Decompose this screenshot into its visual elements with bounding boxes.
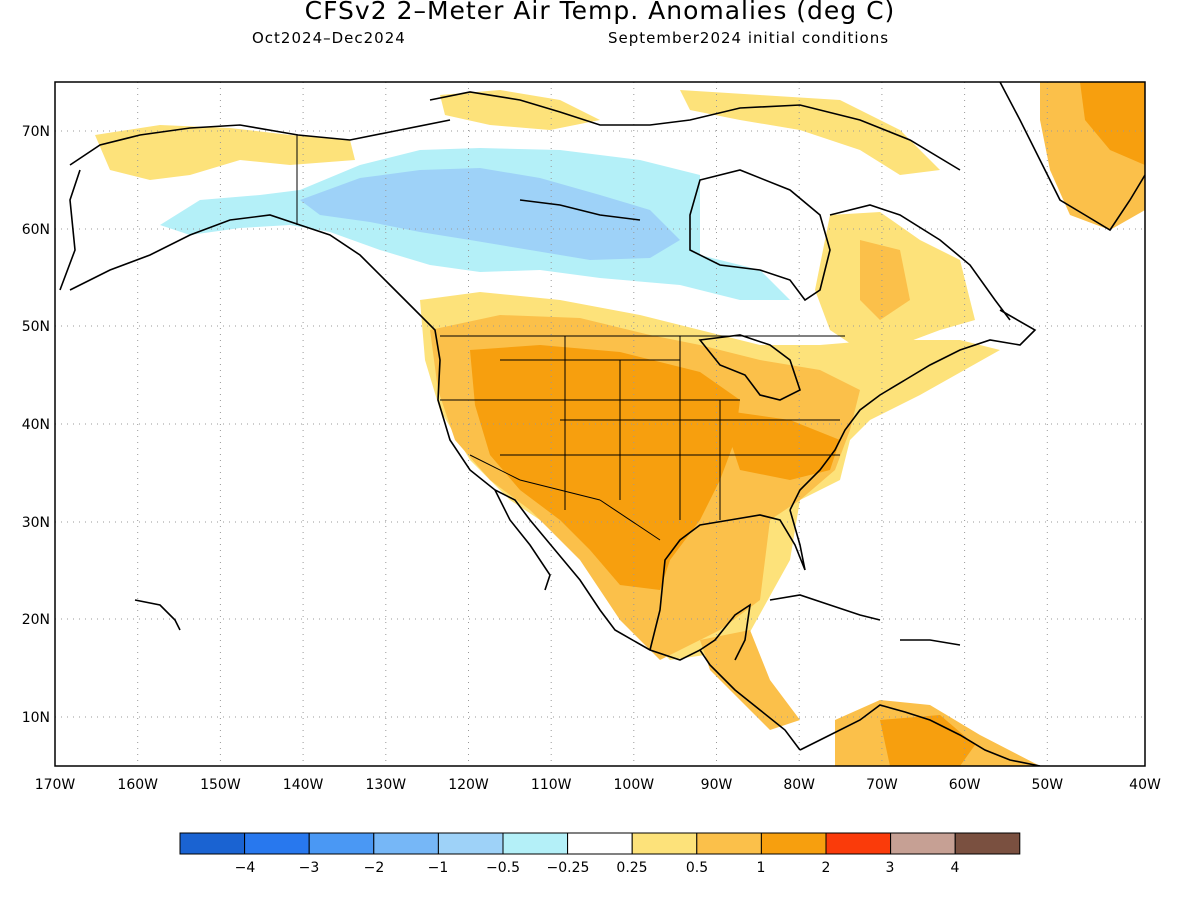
initial-conditions: September2024 initial conditions: [608, 29, 890, 47]
lat-label: 30N: [22, 515, 50, 531]
lon-label: 160W: [117, 777, 158, 793]
lat-label: 10N: [22, 710, 50, 726]
lon-label: 110W: [531, 777, 572, 793]
colorbar-swatch: [179, 832, 246, 855]
lon-label: 170W: [35, 777, 76, 793]
lat-label: 70N: [22, 124, 50, 140]
colorbar-swatch: [890, 832, 956, 855]
colorbar-swatch: [308, 832, 375, 855]
anomaly-canada-blue: [300, 168, 680, 260]
colorbar-label: −0.25: [547, 860, 590, 876]
lon-label: 150W: [200, 777, 241, 793]
colorbar-label: 0.5: [686, 860, 708, 876]
colorbar-label: −3: [299, 860, 320, 876]
lat-label: 50N: [22, 319, 50, 335]
anomaly-southeast-core: [720, 410, 840, 480]
colorbar-swatch: [696, 832, 762, 855]
anomaly-alaska: [95, 125, 355, 180]
map-title: CFSv2 2–Meter Air Temp. Anomalies (deg C…: [304, 0, 896, 25]
colorbar-swatch: [954, 832, 1021, 855]
colorbar: −4 −3 −2 −1 −0.5 −0.25 0.25 0.5 1 2 3 4: [179, 832, 1021, 876]
anomaly-quebec-core: [860, 240, 910, 320]
anomaly-baffin: [680, 90, 940, 175]
colorbar-label: 0.25: [616, 860, 647, 876]
colorbar-label: 4: [951, 860, 960, 876]
lon-label: 70W: [866, 777, 898, 793]
colorbar-label: 3: [886, 860, 895, 876]
lon-label: 100W: [614, 777, 655, 793]
colorbar-swatches: [179, 832, 1021, 855]
anomaly-south-america-core: [880, 715, 975, 766]
colorbar-swatch: [244, 832, 310, 855]
lat-label: 40N: [22, 417, 50, 433]
borders: [296, 135, 845, 541]
colorbar-swatch: [373, 832, 439, 855]
colorbar-labels: −4 −3 −2 −1 −0.5 −0.25 0.25 0.5 1 2 3 4: [235, 860, 960, 876]
colorbar-swatch: [760, 832, 827, 855]
colorbar-swatch: [631, 832, 698, 855]
coastlines: [59, 82, 1145, 766]
forecast-period: Oct2024–Dec2024: [252, 29, 406, 47]
colorbar-label: −2: [364, 860, 385, 876]
graticule: [55, 82, 1145, 766]
lon-label: 140W: [283, 777, 324, 793]
longitude-axis: 170W 160W 150W 140W 130W 120W 110W 100W …: [35, 777, 1161, 793]
colorbar-label: −0.5: [486, 860, 520, 876]
colorbar-swatch: [437, 832, 504, 855]
lon-label: 60W: [949, 777, 981, 793]
lon-label: 120W: [448, 777, 489, 793]
lon-label: 50W: [1031, 777, 1063, 793]
lon-label: 90W: [701, 777, 733, 793]
anomaly-fields: [95, 82, 1145, 766]
lon-label: 80W: [783, 777, 815, 793]
anomaly-central-america: [700, 630, 800, 730]
colorbar-label: 2: [822, 860, 831, 876]
colorbar-swatch: [502, 832, 569, 855]
colorbar-label: 1: [757, 860, 766, 876]
lat-label: 60N: [22, 222, 50, 238]
colorbar-label: −1: [428, 860, 449, 876]
colorbar-swatch: [567, 832, 633, 855]
lon-label: 40W: [1129, 777, 1161, 793]
anomaly-greenland-core: [1080, 82, 1145, 165]
anomaly-arctic-islands: [440, 90, 600, 130]
colorbar-swatch: [825, 832, 892, 855]
colorbar-label: −4: [235, 860, 256, 876]
lat-label: 20N: [22, 612, 50, 628]
lon-label: 130W: [366, 777, 407, 793]
latitude-axis: 70N 60N 50N 40N 30N 20N 10N: [22, 124, 50, 726]
plot-frame: [54, 81, 1146, 767]
anomaly-us-core: [470, 345, 740, 590]
